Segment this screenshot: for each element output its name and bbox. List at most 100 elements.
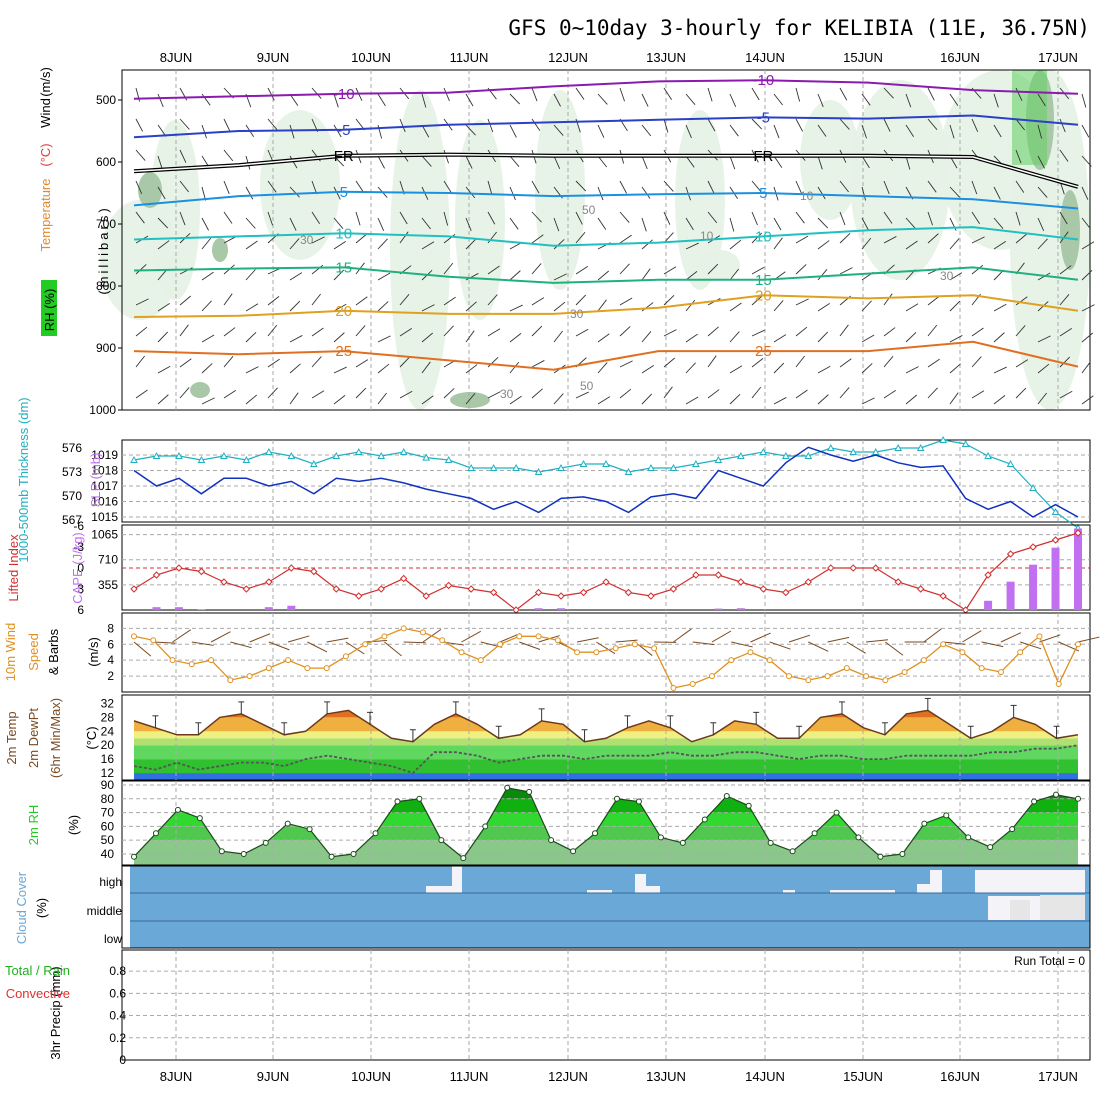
wind-barb [597,362,608,374]
wind-barb [421,395,434,405]
wind-barb [377,272,391,281]
slp-tick-label: 1015 [91,510,118,524]
rh-point [767,839,774,846]
wind-barb [267,180,277,193]
wind-barb [267,211,273,226]
wind-barb [465,155,473,169]
rh-line [133,787,1079,859]
wind-barb [333,366,347,374]
slp-line [133,446,1079,518]
rh-point [833,809,840,816]
wind-barb [355,211,361,226]
wind-barb [377,301,389,312]
wind-barb [619,326,631,337]
rh-point [240,850,247,857]
rh-shade [390,90,450,410]
wind-barb [707,118,716,132]
bottom-date-labels: 8JUN 9JUN 10JUN 11JUN 12JUN 13JUN 14JUN 15JUN 16… [160,1069,1078,1084]
wind-barb [949,363,961,374]
wind-barb [861,93,871,106]
wind-barb [817,394,829,405]
wind10-point [612,645,619,652]
wind-barb [289,124,295,139]
wind-barb [487,180,493,195]
wind-barb [531,263,542,275]
li-point [624,588,633,597]
wind-barb [773,124,780,139]
wind10-point [323,665,330,672]
wind-barb [245,269,256,281]
contour-label: 15 [335,259,352,276]
date-label: 9JUN [257,50,290,65]
wind-barb [971,211,981,224]
wind-barb [1037,186,1048,198]
wind-barb [575,328,589,337]
rh-tick-label: 40 [101,847,115,861]
date-label: 14JUN [745,1069,785,1084]
contour-line [133,266,1079,284]
wind-barb [465,273,479,281]
wind-barb [883,293,893,306]
wind10-barb [731,641,753,648]
wind-barb [751,386,762,399]
wind-barb [729,93,737,107]
wind-barb [553,217,560,232]
wind-barb [1081,241,1095,250]
wind-barb [421,93,427,108]
wind-barb [135,298,149,306]
wind10-barb [519,641,541,650]
rh-point [987,844,994,851]
wind-barbs [135,87,1095,405]
wind-barb [179,118,190,130]
wind-barb [663,357,676,368]
li-axis-label: Lifted Index [6,534,21,602]
thickness-point [220,451,228,459]
wind-barb [817,217,829,229]
wind10-point [131,633,137,640]
wind-barb [201,271,214,281]
wind-barb [751,118,763,130]
temp-band [134,773,1078,780]
wind-barb [135,211,145,224]
thickness-point [130,455,138,463]
date-label: 11JUN [450,50,489,65]
wind-barb [223,293,233,306]
wind-barb [201,93,211,106]
wind-barb [949,392,959,405]
rh-shade-dark [138,172,162,208]
li-tick-label: 3 [77,582,84,596]
y-tick-label: 700 [96,217,116,231]
date-label: 17JUN [1038,1069,1078,1084]
thickness-point [1051,507,1060,515]
wind-barb [1037,363,1050,374]
wind-barb [245,366,259,374]
wind-barb [685,242,699,250]
cape-bar [1006,581,1015,610]
wind-barb [399,356,411,368]
rh-point [218,848,225,855]
thickness-point [444,455,453,463]
thickness-point [781,451,790,459]
wind-barb [157,365,171,374]
rh-point [526,788,533,795]
rh-tick-label: 50 [101,833,115,847]
thickness-point [489,463,498,471]
thickness-point [152,451,161,459]
precip-panel: 0 0.2 0.4 0.6 0.8 Run Total = 0 3hr Precip (mm… [5,949,1091,1067]
wind-barb [663,266,677,275]
wind-barb [1015,149,1022,164]
thickness-point [399,447,408,455]
thickness-point [512,463,520,471]
thickness-point [422,453,431,461]
wind-barb [729,268,739,281]
wind-barb [641,239,653,250]
wind-barb [641,186,651,199]
rh-point [152,830,159,837]
temp-band [134,738,1078,746]
wind-barb [575,231,586,244]
panel-frame [121,69,1091,411]
wind-barb [575,87,585,100]
wind-barb [685,155,695,168]
wind10-barb [1077,636,1100,643]
wind-barb [619,180,627,194]
